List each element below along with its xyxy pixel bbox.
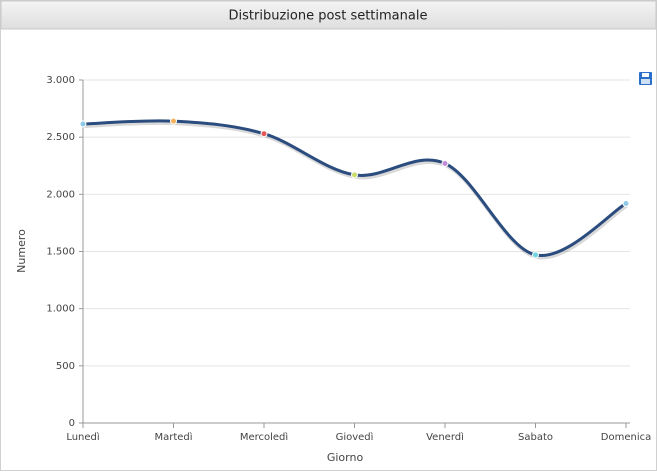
x-tick-label: Venerdì	[426, 431, 464, 443]
x-tick-label: Giovedì	[336, 431, 374, 443]
x-tick-label: Martedì	[154, 431, 192, 443]
panel-header	[0, 0, 657, 30]
y-tick-label: 0	[69, 418, 75, 429]
chart-title: Distribuzione post settimanale	[229, 9, 428, 24]
y-tick-label: 2.000	[46, 189, 75, 200]
y-tick-label: 3.000	[46, 75, 75, 86]
point	[622, 199, 630, 207]
x-tick-label: Mercoledì	[240, 431, 289, 443]
x-tick-label: Sabato	[518, 432, 553, 443]
point	[441, 159, 449, 167]
point	[260, 130, 268, 138]
point	[532, 251, 539, 259]
y-tick-label: 1.500	[46, 247, 75, 258]
y-tick-label: 2.500	[46, 132, 75, 143]
x-tick-label: Lunedì	[66, 431, 100, 443]
point	[170, 117, 177, 125]
y-tick-label: 500	[56, 361, 75, 372]
point	[79, 120, 87, 128]
x-tick-label: Domenica	[601, 432, 651, 443]
y-axis-title: Numero	[15, 229, 28, 273]
save-icon[interactable]	[639, 72, 652, 85]
y-tick-label: 1.000	[46, 304, 75, 315]
x-axis-title: Giorno	[327, 451, 364, 464]
point	[351, 171, 358, 179]
